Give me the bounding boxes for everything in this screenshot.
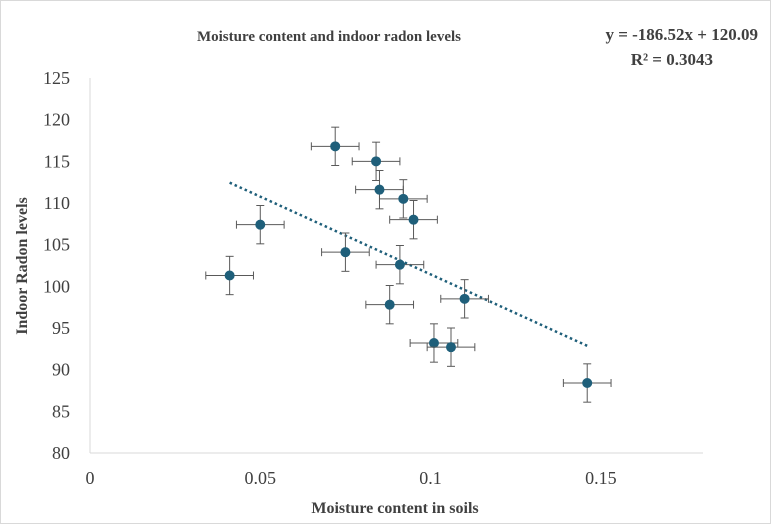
y-tick-label: 95 [52,318,70,338]
data-point [224,270,235,281]
data-point [374,184,385,195]
data-point [398,193,409,204]
x-tick-label: 0.05 [245,468,277,488]
y-tick-label: 120 [43,110,70,130]
chart-title: Moisture content and indoor radon levels [197,29,461,45]
x-axis-label: Moisture content in soils [311,500,478,517]
x-tick-label: 0 [86,468,95,488]
data-point [428,338,439,348]
data-point [445,342,456,353]
data-point [582,378,593,388]
data-point [408,214,419,225]
data-point [371,156,382,167]
y-tick-label: 115 [44,151,70,171]
plot-area: 80 85 90 95 100 105 110 115 120 125 0 0.05 0.1 0.15 [43,68,703,488]
data-point [255,219,266,230]
y-tick-label: 100 [43,276,70,296]
y-axis-label: Indoor Radon levels [14,197,31,335]
y-tick-label: 125 [43,68,70,88]
data-point [394,259,405,270]
data-point [384,299,395,310]
y-tick-label: 110 [44,193,70,213]
y-tick-label: 80 [52,443,70,463]
data-point [340,247,351,258]
trendline-r-squared: R² = 0.3043 [631,50,713,69]
data-point [330,141,341,152]
x-tick-label: 0.15 [585,468,617,488]
data-point [459,293,470,304]
y-tick-label: 90 [52,360,70,380]
y-tick-label: 85 [52,401,70,421]
y-tick-label: 105 [43,235,70,255]
trendline-equation: y = -186.52x + 120.09 [605,25,758,44]
x-tick-label: 0.1 [419,468,442,488]
